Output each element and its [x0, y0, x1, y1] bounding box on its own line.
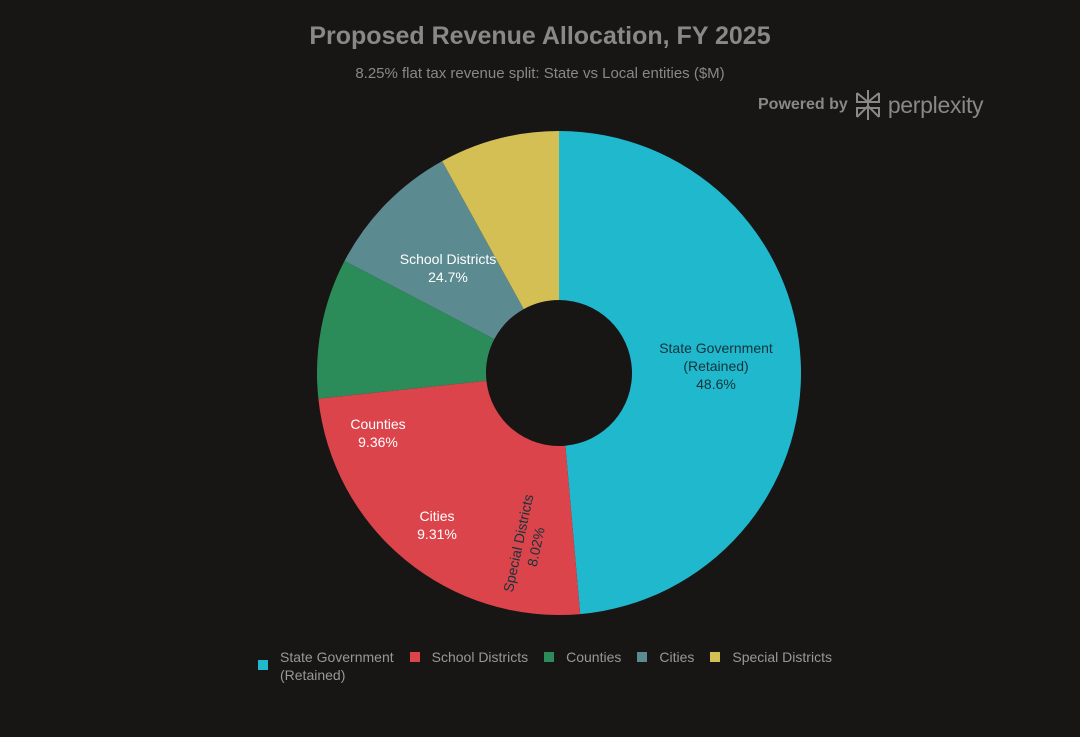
slice-label-3: Cities 9.31% — [417, 508, 457, 542]
legend-label-4: Special Districts — [732, 649, 832, 665]
legend-label-1: School Districts — [431, 649, 529, 665]
perplexity-logo-icon — [854, 88, 882, 122]
powered-by-badge: Powered by perplexity — [758, 88, 984, 122]
legend-swatch-1 — [409, 652, 420, 662]
pie-slice-1[interactable] — [318, 380, 581, 615]
slice-label-1: School Districts 24.7% — [400, 251, 496, 285]
pie-slice-3[interactable] — [344, 161, 524, 340]
pie-slice-0[interactable] — [559, 131, 801, 615]
legend-item-2[interactable]: Counties — [544, 648, 621, 666]
legend-swatch-3 — [637, 652, 648, 662]
chart-legend: State Government (Retained) School Distri… — [258, 648, 848, 684]
slice-label-2: Counties 9.36% — [350, 416, 405, 450]
pie-slice-4[interactable] — [442, 131, 559, 310]
legend-swatch-0 — [258, 660, 268, 670]
slice-label-0: State Government (Retained) 48.6% — [659, 340, 773, 392]
legend-item-3[interactable]: Cities — [637, 648, 694, 666]
legend-swatch-2 — [544, 652, 555, 662]
legend-swatch-4 — [710, 652, 721, 662]
legend-label-3: Cities — [659, 649, 695, 665]
pie-slice-2[interactable] — [316, 260, 495, 399]
legend-item-4[interactable]: Special Districts — [710, 648, 832, 666]
legend-label-0: State Government (Retained) — [280, 649, 394, 683]
legend-label-2: Counties — [566, 649, 622, 665]
chart-title: Proposed Revenue Allocation, FY 2025 — [309, 22, 771, 50]
legend-item-1[interactable]: School Districts — [409, 648, 529, 666]
chart-subtitle: 8.25% flat tax revenue split: State vs L… — [355, 65, 725, 82]
brand-prefix: Powered by — [758, 96, 848, 113]
legend-item-0[interactable]: State Government (Retained) — [258, 648, 394, 684]
brand-name: perplexity — [887, 91, 984, 118]
